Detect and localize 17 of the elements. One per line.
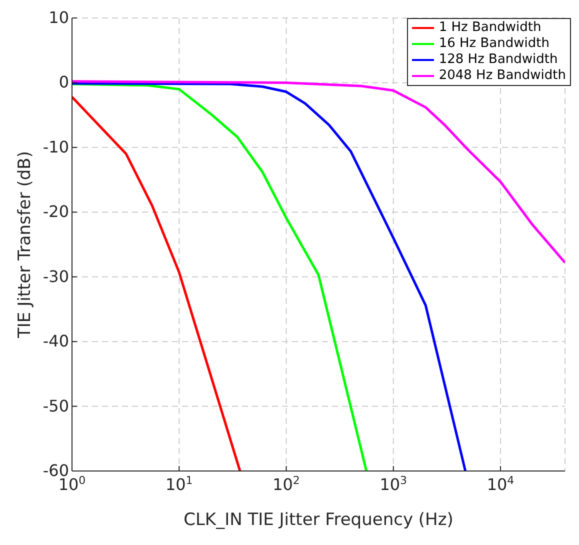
legend-label: 2048 Hz Bandwidth [438, 68, 566, 84]
y-tick-label: -10 [42, 137, 69, 156]
legend-label: 1 Hz Bandwidth [438, 20, 542, 36]
y-tick-label: -20 [42, 202, 69, 222]
legend-label: 128 Hz Bandwidth [438, 52, 558, 68]
x-tick-label: 10$^{4}$ [486, 474, 514, 494]
y-tick-label: -50 [42, 396, 69, 416]
y-tick-label: 10 [48, 8, 69, 27]
y-axis-title: TIE Jitter Transfer (dB) [15, 151, 36, 339]
x-tick-label: 10$^{3}$ [380, 474, 408, 494]
y-tick-label: -40 [42, 332, 69, 351]
x-tick-label: 10$^{2}$ [272, 474, 300, 494]
x-tick-label: 10$^{1}$ [165, 474, 193, 494]
legend-label: 16 Hz Bandwidth [438, 36, 550, 52]
y-tick-label: -30 [42, 266, 69, 286]
y-tick-label: 0 [58, 72, 69, 92]
x-axis-title: CLK_IN TIE Jitter Frequency (Hz) [184, 510, 454, 530]
